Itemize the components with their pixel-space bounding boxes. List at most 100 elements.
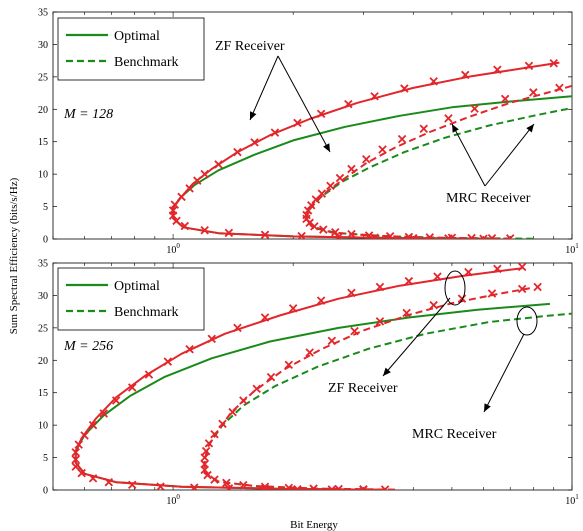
marker-mrc <box>204 439 214 448</box>
marker-zf <box>71 462 80 471</box>
marker-mrc <box>467 233 476 239</box>
marker-mrc <box>284 483 294 490</box>
marker-zf <box>156 482 165 490</box>
marker-mrc <box>470 104 479 113</box>
marker-mrc <box>378 145 387 154</box>
marker-zf <box>111 396 121 405</box>
marker-zf <box>80 431 89 440</box>
annotation-arrow <box>382 297 451 377</box>
marker-mrc <box>305 348 314 357</box>
marker-mrc <box>457 294 467 303</box>
plot-area <box>71 263 572 490</box>
marker-mrc <box>380 485 390 490</box>
marker-mrc <box>222 478 231 488</box>
marker-mrc <box>359 485 368 490</box>
marker-mrc <box>425 233 435 239</box>
marker-mrc <box>252 384 261 394</box>
y-tick-label: 30 <box>38 40 48 51</box>
marker-zf <box>524 61 534 71</box>
annotation-zf-receiver: ZF Receiver <box>215 39 285 54</box>
legend-label-optimal: Optimal <box>114 29 160 44</box>
y-tick-label: 10 <box>38 421 48 432</box>
marker-zf <box>293 118 302 128</box>
marker-zf <box>370 92 379 101</box>
marker-zf <box>260 313 270 322</box>
legend-label-optimal: Optimal <box>114 279 160 294</box>
marker-zf <box>250 138 259 147</box>
marker-zf <box>99 409 108 418</box>
legend-box <box>57 17 205 81</box>
marker-zf <box>400 84 409 93</box>
marker-zf <box>297 231 306 239</box>
marker-zf <box>207 334 216 344</box>
marker-mrc <box>429 300 438 310</box>
marker-zf <box>549 59 558 68</box>
series-line-zf-benchmark <box>172 61 560 239</box>
marker-mrc <box>266 372 276 382</box>
marker-mrc <box>319 225 328 234</box>
marker-mrc <box>444 114 453 123</box>
marker-mrc <box>239 480 248 490</box>
marker-mrc <box>218 419 227 429</box>
marker-mrc <box>404 232 414 239</box>
annotation-mrc-receiver: MRC Receiver <box>446 191 531 206</box>
marker-zf <box>260 484 270 490</box>
marker-mrc <box>201 446 211 456</box>
x-tick-label: 101 <box>565 493 579 507</box>
annotation-arrow <box>451 123 486 187</box>
marker-mrc <box>529 88 538 97</box>
y-tick-label: 20 <box>38 105 48 116</box>
marker-mrc <box>447 233 457 239</box>
marker-zf <box>316 109 326 119</box>
marker-mrc <box>203 470 212 480</box>
panels: 0 5 101 5 20 25 30 35 100 101 Optimal Benchmark M = … <box>38 8 579 508</box>
y-tick-label: 35 <box>38 259 48 270</box>
y-axis-label: Sum Spectral Efficiency (bits/s/Hz) <box>8 177 20 334</box>
marker-zf <box>128 480 137 490</box>
parameter-label: M = 128 <box>63 107 113 122</box>
x-axis-label: Bit Energy <box>290 519 338 531</box>
panel-1: 0 5 10 15 20 25 30 35 100 101 Optimal Benchmark M = … <box>38 8 579 257</box>
marker-mrc <box>228 407 237 417</box>
legend-label-benchmark: Benchmark <box>114 305 179 320</box>
marker-mrc <box>487 233 497 239</box>
marker-mrc <box>210 475 219 484</box>
marker-zf <box>293 484 302 490</box>
marker-mrc <box>335 173 345 183</box>
marker-mrc <box>347 229 356 239</box>
marker-zf <box>260 230 270 239</box>
marker-mrc <box>327 336 337 346</box>
y-tick-label: 5 <box>43 453 48 464</box>
marker-zf <box>88 474 98 483</box>
marker-zf <box>71 448 80 457</box>
marker-zf <box>104 477 114 487</box>
marker-zf <box>168 206 178 215</box>
marker-mrc <box>362 154 371 164</box>
x-tick-label: 101 <box>565 242 579 256</box>
series-line-mrc-benchmark <box>304 84 572 239</box>
axes-box <box>52 11 573 240</box>
marker-zf <box>517 263 527 272</box>
marker-zf <box>233 147 242 157</box>
marker-mrc <box>260 482 270 490</box>
marker-mrc <box>326 181 335 191</box>
marker-mrc <box>239 396 248 405</box>
marker-zf <box>347 288 356 298</box>
annotation-zf-receiver: ZF Receiver <box>328 381 398 396</box>
marker-mrc <box>500 94 510 104</box>
parameter-label: M = 256 <box>63 339 113 354</box>
marker-zf <box>461 70 470 80</box>
marker-mrc <box>302 210 311 220</box>
marker-zf <box>185 184 194 193</box>
marker-zf <box>334 232 343 239</box>
y-tick-label: 0 <box>43 235 48 246</box>
marker-zf <box>344 99 353 109</box>
y-tick-label: 5 <box>43 202 48 213</box>
marker-mrc <box>200 453 209 462</box>
annotation-mrc-receiver: MRC Receiver <box>412 427 497 442</box>
x-tick-label: 100 <box>166 242 180 256</box>
y-tick-label: 25 <box>38 323 48 334</box>
annotation-arrow <box>484 123 535 187</box>
marker-zf <box>224 484 234 490</box>
marker-zf <box>128 383 137 392</box>
